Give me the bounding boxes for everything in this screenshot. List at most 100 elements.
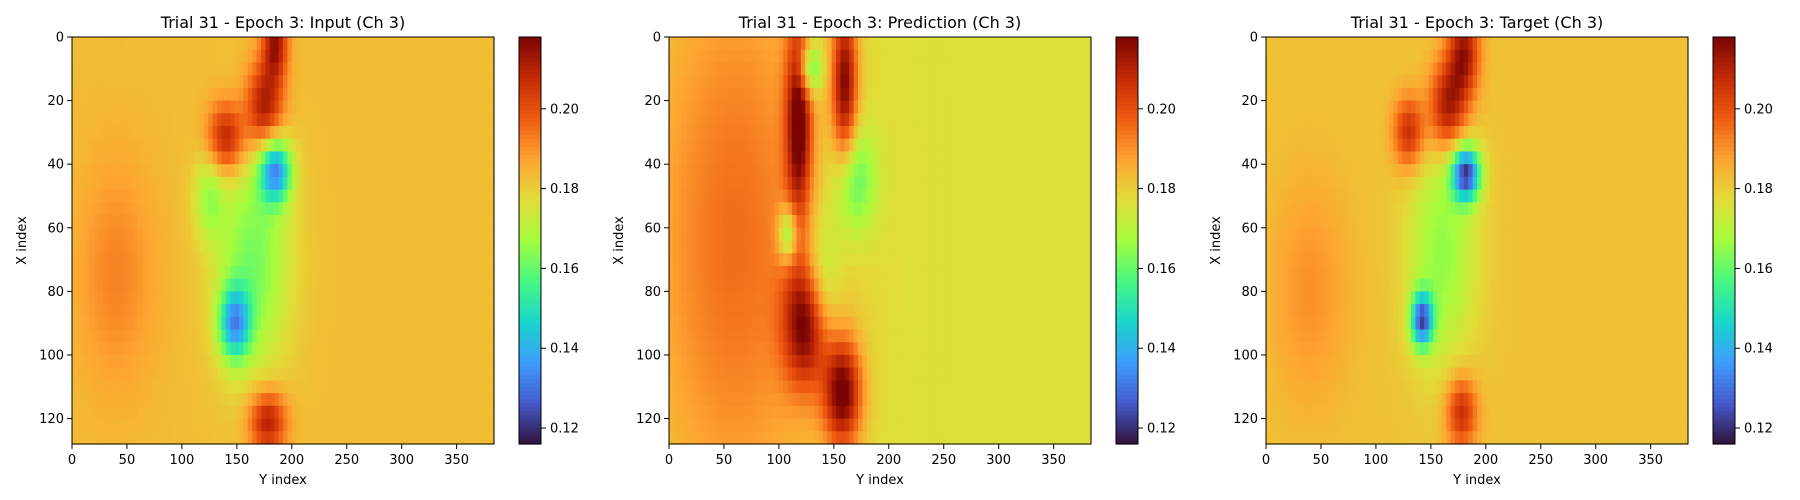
heatmap-cell [419, 100, 425, 114]
heatmap-cell [234, 253, 240, 267]
heatmap-cell [893, 176, 899, 191]
heatmap-cell [278, 354, 284, 369]
heatmap-cell [897, 253, 903, 267]
heatmap-cell [441, 37, 447, 51]
heatmap-cell [120, 380, 126, 394]
heatmap-cell [252, 291, 258, 305]
heatmap-cell [278, 418, 284, 432]
heatmap-cell [800, 100, 806, 114]
heatmap-cell [186, 37, 192, 51]
heatmap-cell [756, 75, 762, 89]
heatmap-cell [164, 253, 170, 267]
heatmap-cell [133, 354, 139, 369]
heatmap-cell [190, 151, 196, 165]
heatmap-cell [159, 126, 165, 140]
heatmap-cell [195, 176, 201, 191]
heatmap-cell [85, 126, 91, 140]
heatmap-cell [967, 189, 973, 203]
heatmap-cell [1011, 138, 1017, 153]
heatmap-cell [1077, 164, 1083, 178]
heatmap-cell [164, 316, 170, 331]
heatmap-cell [1077, 189, 1083, 203]
heatmap-cell [357, 62, 363, 76]
heatmap-cell [115, 304, 121, 318]
heatmap-cell [164, 405, 170, 420]
heatmap-cell [309, 405, 315, 420]
heatmap-cell [168, 176, 174, 191]
heatmap-cell [146, 215, 152, 229]
heatmap-cell [778, 176, 784, 191]
heatmap-cell [450, 113, 456, 127]
heatmap-cell [998, 189, 1004, 203]
heatmap-cell [690, 113, 696, 127]
heatmap-cell [1047, 164, 1053, 178]
heatmap-cell [80, 393, 86, 407]
heatmap-cell [888, 240, 894, 254]
heatmap-cell [291, 380, 297, 394]
heatmap-cell [318, 316, 324, 331]
heatmap-cell [93, 138, 99, 153]
heatmap-cell [146, 75, 152, 89]
heatmap-cell [388, 278, 394, 292]
heatmap-cell [173, 418, 179, 432]
heatmap-cell [901, 49, 907, 64]
heatmap-cell [858, 253, 864, 267]
heatmap-cell [445, 316, 451, 331]
heatmap-cell [230, 164, 236, 178]
heatmap-cell [247, 100, 253, 114]
heatmap-cell [120, 418, 126, 432]
heatmap-cell [818, 100, 824, 114]
heatmap-cell [252, 329, 258, 343]
heatmap-cell [269, 176, 275, 191]
heatmap-cell [379, 393, 385, 407]
heatmap-cell [102, 100, 108, 114]
heatmap-cell [331, 431, 337, 445]
heatmap-cell [335, 37, 341, 51]
heatmap-cell [322, 176, 328, 191]
heatmap-cell [177, 227, 183, 242]
heatmap-cell [375, 215, 381, 229]
heatmap-cell [199, 151, 205, 165]
heatmap-cell [199, 354, 205, 369]
heatmap-cell [370, 87, 376, 102]
heatmap-cell [787, 100, 793, 114]
heatmap-cell [133, 215, 139, 229]
heatmap-cell [124, 75, 130, 89]
heatmap-cell [203, 189, 209, 203]
heatmap-cell [146, 87, 152, 102]
heatmap-cell [265, 138, 271, 153]
heatmap-cell [1055, 215, 1061, 229]
heatmap-cell [362, 278, 368, 292]
heatmap-cell [489, 342, 495, 356]
heatmap-cell [906, 87, 912, 102]
heatmap-cell [344, 176, 350, 191]
heatmap-cell [888, 126, 894, 140]
heatmap-cell [133, 240, 139, 254]
heatmap-cell [748, 100, 754, 114]
heatmap-cell [454, 380, 460, 394]
heatmap-cell [888, 113, 894, 127]
heatmap-cell [454, 240, 460, 254]
heatmap-cell [344, 75, 350, 89]
heatmap-cell [695, 49, 701, 64]
heatmap-cell [450, 87, 456, 102]
heatmap-cell [203, 164, 209, 178]
heatmap-cell [1047, 215, 1053, 229]
heatmap-cell [734, 227, 740, 242]
heatmap-cell [269, 62, 275, 76]
heatmap-cell [669, 240, 674, 254]
heatmap-cell [897, 62, 903, 76]
heatmap-cell [72, 215, 77, 229]
heatmap-cell [814, 37, 820, 51]
heatmap-cell [428, 176, 434, 191]
heatmap-cell [173, 278, 179, 292]
heatmap-cell [1082, 202, 1088, 216]
heatmap-cell [748, 62, 754, 76]
heatmap-cell [1025, 202, 1031, 216]
heatmap-cell [168, 75, 174, 89]
heatmap-cell [159, 113, 165, 127]
heatmap-cell [1007, 164, 1013, 178]
heatmap-cell [401, 176, 407, 191]
heatmap-cell [142, 367, 148, 382]
heatmap-cell [840, 62, 846, 76]
